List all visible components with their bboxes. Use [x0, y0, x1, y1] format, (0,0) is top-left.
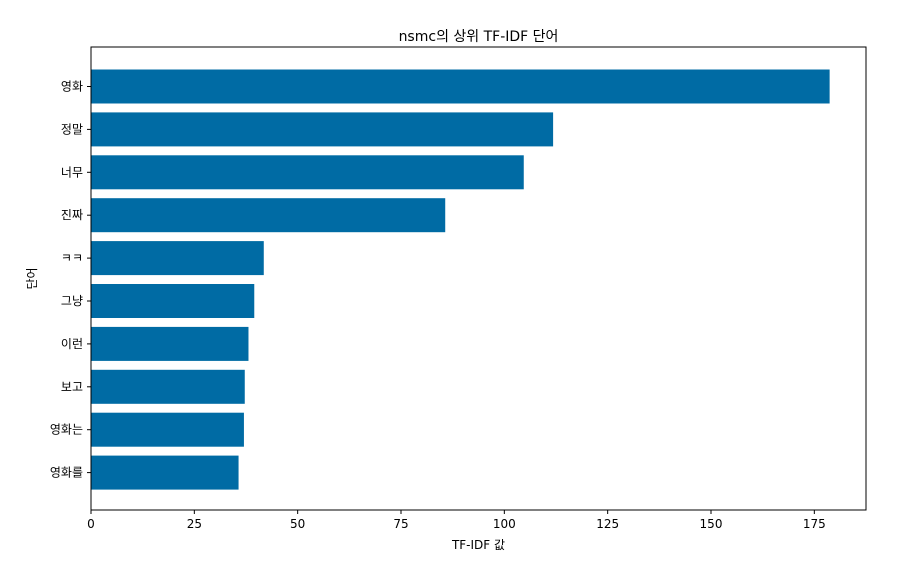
bar — [91, 241, 264, 276]
bar — [91, 155, 524, 190]
x-tick-label: 175 — [803, 517, 826, 531]
bar — [91, 412, 244, 447]
y-tick-label: 진짜 — [61, 208, 83, 222]
y-tick-label: 그냥 — [61, 294, 83, 308]
x-tick-label: 50 — [290, 517, 305, 531]
plot-frame — [90, 46, 867, 511]
y-tick-label: 너무 — [61, 165, 83, 179]
chart-title: nsmc의 상위 TF-IDF 단어 — [399, 29, 559, 45]
x-tick-label: 100 — [493, 517, 516, 531]
bar — [91, 112, 554, 147]
y-tick-label: ㅋㅋ — [61, 251, 83, 265]
x-tick-label: 75 — [393, 517, 408, 531]
bar — [91, 326, 249, 361]
y-axis-label: 단어 — [25, 267, 39, 289]
bar — [91, 455, 239, 490]
bar — [91, 369, 245, 404]
y-tick-label: 영화 — [61, 80, 83, 94]
x-tick-label: 0 — [87, 517, 95, 531]
bars-group — [91, 69, 830, 490]
y-tick-label: 보고 — [61, 380, 83, 394]
x-axis-label: TF-IDF 값 — [451, 538, 505, 552]
bar — [91, 284, 255, 318]
x-axis-ticks: 0 25 50 75 100 125 150 175 — [87, 510, 826, 531]
x-tick-label: 125 — [596, 517, 619, 531]
y-tick-label: 정말 — [61, 122, 83, 136]
y-tick-label: 영화를 — [50, 466, 83, 480]
y-tick-label: 이런 — [61, 337, 83, 351]
bar — [91, 69, 830, 104]
bar — [91, 198, 446, 233]
y-tick-label: 영화는 — [50, 423, 83, 437]
x-tick-label: 150 — [700, 517, 723, 531]
x-tick-label: 25 — [187, 517, 202, 531]
